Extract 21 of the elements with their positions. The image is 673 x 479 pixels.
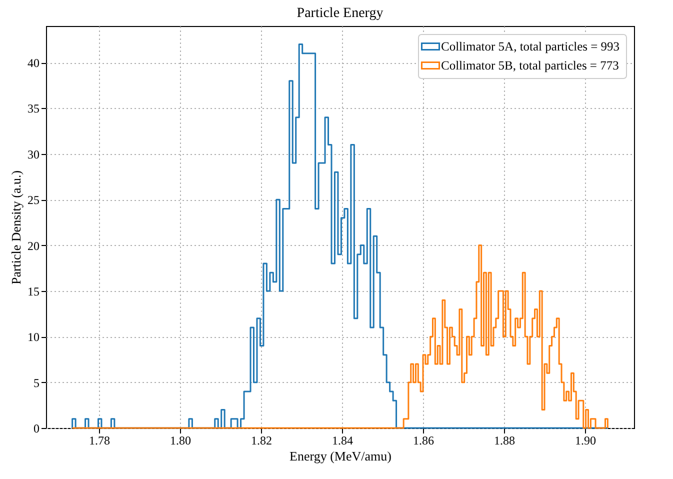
y-tick-label: 0	[34, 422, 40, 436]
y-tick-label: 10	[28, 330, 40, 344]
x-tick-label: 1.90	[575, 434, 596, 448]
x-tick-label: 1.82	[251, 434, 272, 448]
y-tick-label: 40	[28, 56, 40, 70]
y-tick-label: 30	[28, 147, 40, 162]
y-tick-label: 35	[28, 102, 40, 116]
x-tick-label: 1.84	[332, 434, 354, 448]
y-axis-title: Particle Density (a.u.)	[8, 170, 24, 285]
x-tick-label: 1.80	[170, 434, 192, 448]
y-tick-label: 25	[28, 193, 40, 208]
y-tick-label: 15	[28, 284, 40, 298]
x-axis-title: Energy (MeV/amu)	[290, 448, 392, 464]
chart-title: Particle Energy	[296, 6, 384, 21]
legend-label: Collimator 5A, total particles = 993	[441, 40, 620, 54]
y-tick-label: 5	[34, 376, 40, 390]
y-tick-label: 20	[28, 238, 40, 253]
legend-label: Collimator 5B, total particles = 773	[441, 58, 619, 72]
x-tick-label: 1.86	[413, 434, 434, 448]
x-tick-label: 1.88	[494, 434, 516, 448]
x-tick-label: 1.78	[89, 434, 110, 448]
